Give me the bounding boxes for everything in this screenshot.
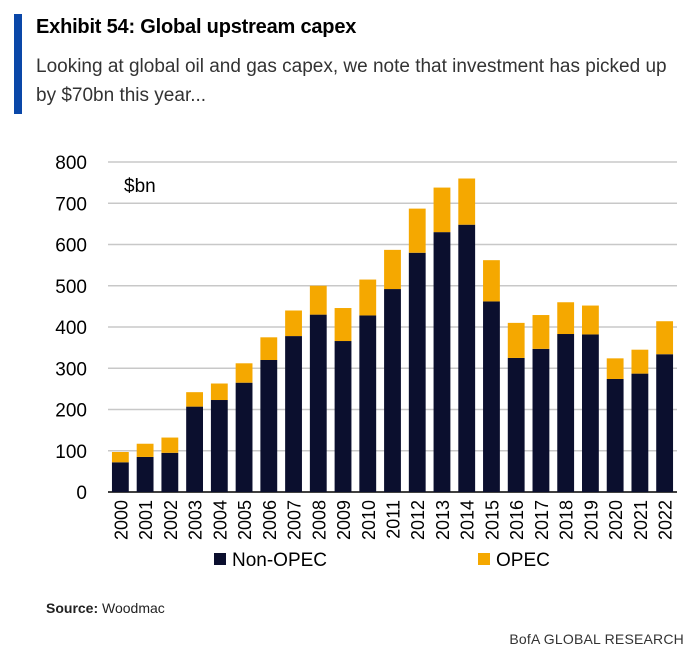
- unit-label: $bn: [124, 176, 156, 197]
- x-tick-label: 2004: [210, 500, 230, 540]
- bar-non-opec-2010: [359, 315, 377, 492]
- bar-opec-2002: [161, 437, 179, 453]
- x-tick-label: 2010: [359, 500, 379, 540]
- bar-non-opec-2005: [235, 382, 253, 492]
- bar-non-opec-2021: [631, 373, 649, 492]
- x-tick-label: 2001: [136, 500, 156, 540]
- y-tick-label: 0: [76, 483, 87, 504]
- bar-opec-2020: [606, 358, 624, 379]
- bars: [111, 178, 674, 492]
- bar-non-opec-2006: [260, 360, 278, 492]
- x-tick-label: 2020: [606, 500, 626, 540]
- bar-non-opec-2004: [210, 400, 228, 492]
- legend-swatch-non-opec: [214, 553, 226, 565]
- y-tick-label: 600: [55, 236, 87, 257]
- bar-opec-2007: [285, 310, 302, 337]
- legend-label-opec: OPEC: [496, 550, 550, 571]
- bar-non-opec-2009: [334, 341, 352, 492]
- bar-opec-2019: [582, 305, 599, 335]
- accent-bar: [14, 14, 22, 114]
- bar-opec-2006: [260, 337, 278, 360]
- bar-non-opec-2002: [161, 452, 179, 492]
- exhibit-title: Exhibit 54: Global upstream capex: [36, 16, 357, 38]
- x-tick-label: 2016: [507, 500, 527, 540]
- y-axis: 0 100 200 300 400 500 600 700 800: [55, 153, 87, 504]
- x-tick-label: 2014: [458, 500, 478, 540]
- x-tick-label: 2009: [334, 500, 354, 540]
- bar-opec-2010: [359, 279, 377, 316]
- x-tick-label: 2011: [384, 500, 404, 539]
- bar-opec-2011: [384, 249, 401, 290]
- bar-non-opec-2018: [557, 334, 575, 492]
- bar-opec-2018: [557, 302, 575, 335]
- y-tick-label: 200: [55, 401, 87, 422]
- bar-opec-2003: [186, 392, 203, 407]
- bar-opec-2009: [334, 308, 352, 342]
- source-text: Woodmac: [102, 600, 165, 616]
- y-tick-label: 800: [55, 153, 87, 174]
- bar-non-opec-2008: [309, 314, 327, 492]
- y-tick-label: 300: [55, 359, 87, 380]
- x-tick-label: 2012: [408, 500, 428, 540]
- source-note: Source: Woodmac: [46, 600, 165, 616]
- bar-non-opec-2016: [507, 357, 525, 492]
- x-tick-label: 2015: [482, 500, 502, 540]
- bar-non-opec-2014: [458, 224, 476, 492]
- bar-non-opec-2019: [582, 334, 599, 492]
- x-tick-label: 2022: [656, 500, 676, 540]
- x-tick-label: 2002: [161, 500, 181, 540]
- bar-non-opec-2022: [656, 354, 674, 492]
- footer-brand: BofA GLOBAL RESEARCH: [509, 631, 684, 647]
- bar-non-opec-2001: [136, 456, 154, 492]
- bar-non-opec-2007: [285, 336, 302, 492]
- x-tick-label: 2006: [260, 500, 280, 540]
- bar-opec-2022: [656, 321, 674, 355]
- y-tick-label: 100: [55, 442, 87, 463]
- bar-opec-2000: [111, 451, 129, 463]
- legend-label-non-opec: Non-OPEC: [232, 550, 327, 571]
- bar-non-opec-2003: [186, 406, 203, 492]
- x-axis: 2000 2001 2002 2003 2004 2005 2006 2007 2008 2009…: [111, 500, 675, 540]
- bar-opec-2012: [408, 208, 426, 253]
- bar-non-opec-2011: [384, 289, 401, 492]
- y-tick-label: 400: [55, 318, 87, 339]
- bar-opec-2001: [136, 443, 154, 457]
- bar-opec-2013: [433, 187, 451, 233]
- x-tick-label: 2013: [433, 500, 453, 540]
- bar-opec-2014: [458, 178, 476, 225]
- bar-opec-2005: [235, 363, 253, 383]
- x-tick-label: 2000: [111, 500, 131, 540]
- x-tick-label: 2007: [285, 500, 305, 540]
- x-tick-label: 2021: [631, 500, 651, 540]
- bar-opec-2016: [507, 322, 525, 358]
- source-label: Source:: [46, 600, 99, 616]
- bar-opec-2004: [210, 383, 228, 401]
- x-tick-label: 2018: [557, 500, 577, 540]
- bar-opec-2008: [309, 285, 327, 315]
- bar-non-opec-2015: [483, 301, 500, 492]
- bar-opec-2017: [532, 315, 550, 349]
- bar-non-opec-2017: [532, 348, 550, 492]
- x-tick-label: 2019: [581, 500, 601, 540]
- legend-swatch-opec: [478, 553, 490, 565]
- x-tick-label: 2005: [235, 500, 255, 540]
- bar-non-opec-2012: [408, 252, 426, 492]
- bar-non-opec-2013: [433, 232, 451, 492]
- legend: Non-OPEC OPEC: [214, 550, 550, 571]
- y-tick-label: 500: [55, 277, 87, 298]
- x-tick-label: 2003: [186, 500, 206, 540]
- x-tick-label: 2017: [532, 500, 552, 540]
- x-tick-label: 2008: [309, 500, 329, 540]
- bar-non-opec-2000: [111, 462, 129, 492]
- exhibit-subtitle: Looking at global oil and gas capex, we …: [36, 56, 667, 106]
- bar-opec-2015: [483, 260, 500, 302]
- bar-opec-2021: [631, 349, 649, 374]
- y-tick-label: 700: [55, 194, 87, 215]
- bar-non-opec-2020: [606, 378, 624, 492]
